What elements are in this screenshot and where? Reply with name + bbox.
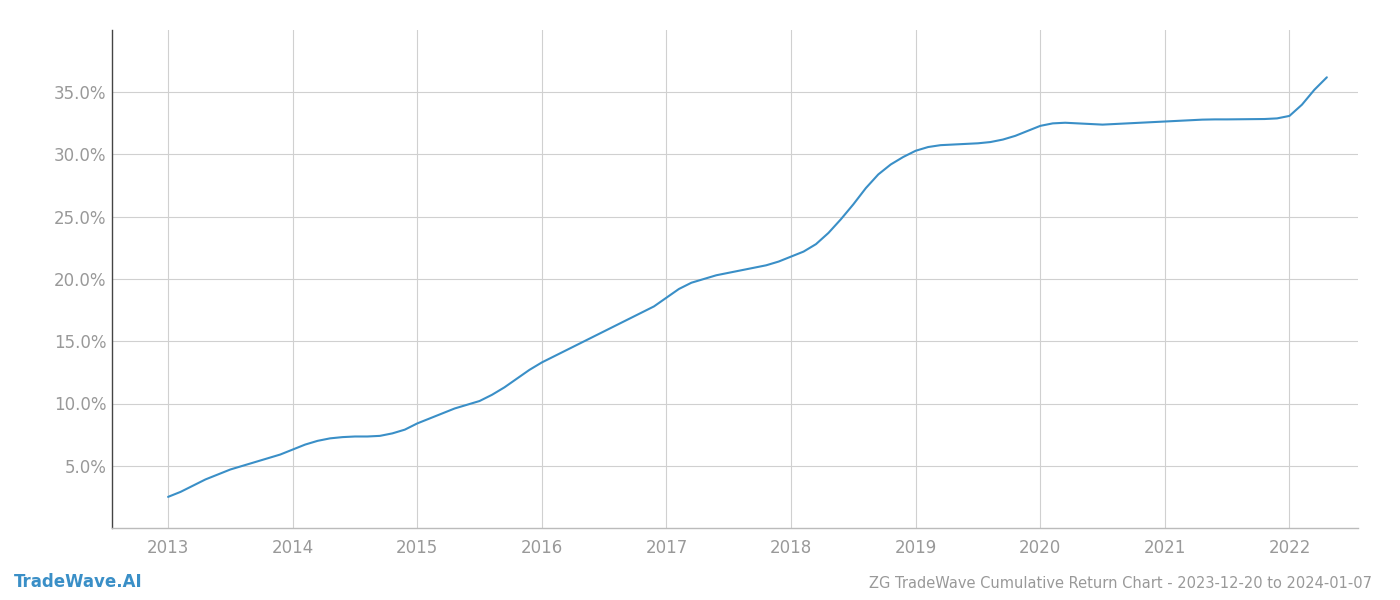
Text: ZG TradeWave Cumulative Return Chart - 2023-12-20 to 2024-01-07: ZG TradeWave Cumulative Return Chart - 2…: [869, 576, 1372, 591]
Text: TradeWave.AI: TradeWave.AI: [14, 573, 143, 591]
